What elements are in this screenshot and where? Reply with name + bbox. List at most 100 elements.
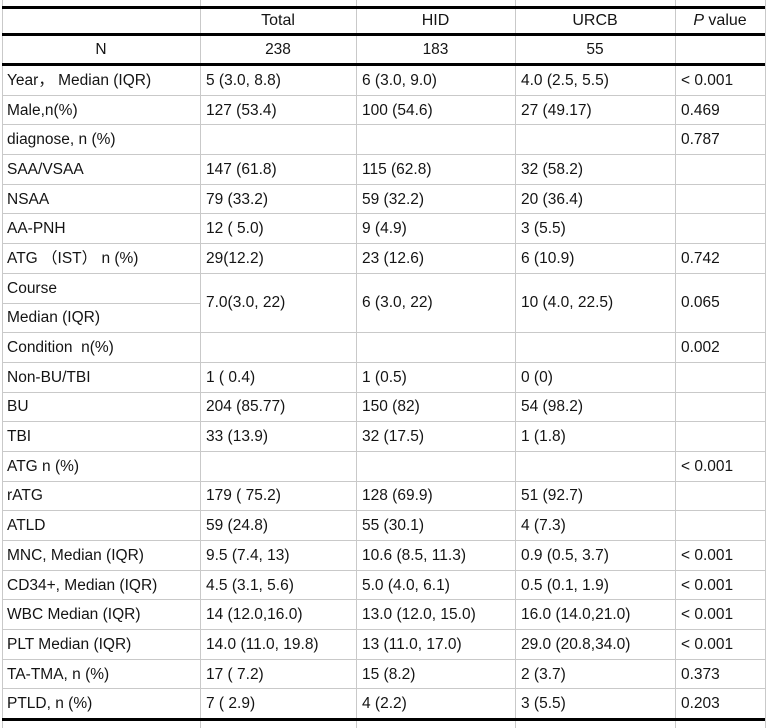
row-label-cell: N xyxy=(2,34,200,66)
header-urcb: URCB xyxy=(515,7,675,36)
total-cell: 1 ( 0.4) xyxy=(200,362,356,393)
row-label-cell: CD34+, Median (IQR) xyxy=(2,570,200,601)
row-label-cell: MNC, Median (IQR) xyxy=(2,540,200,571)
p-value-cell xyxy=(675,421,765,452)
hid-cell: 128 (69.9) xyxy=(356,481,515,512)
p-value-italic-p: P xyxy=(693,12,704,30)
urcb-cell: 16.0 (14.0,21.0) xyxy=(515,599,675,631)
p-value-cell xyxy=(675,154,765,185)
header-hid: HID xyxy=(356,7,515,36)
urcb-cell: 27 (49.17) xyxy=(515,95,675,126)
table-row: SAA/VSAA 147 (61.8) 115 (62.8) 32 (58.2) xyxy=(2,154,765,185)
row-label-cell: Condition n(%) xyxy=(2,332,200,363)
table-row: ATG n (%) < 0.001 xyxy=(2,451,765,482)
header-blank-cell xyxy=(2,7,200,36)
table-row-course: Course 7.0(3.0, 22) 6 (3.0, 22) 10 (4.0,… xyxy=(2,273,765,334)
total-cell: 238 xyxy=(200,34,356,66)
table-row: diagnose, n (%) 0.787 xyxy=(2,124,765,156)
total-cell: 4.5 (3.1, 5.6) xyxy=(200,570,356,601)
hid-cell: 9 (4.9) xyxy=(356,213,515,245)
p-value-cell: < 0.001 xyxy=(675,629,765,660)
urcb-cell: 1 (1.8) xyxy=(515,421,675,452)
row-label-cell: ATLD xyxy=(2,510,200,541)
total-cell: 33 (13.9) xyxy=(200,421,356,452)
p-value-cell xyxy=(675,362,765,393)
row-label-cell: PTLD, n (%) xyxy=(2,688,200,721)
table-row: PTLD, n (%) 7 ( 2.9) 4 (2.2) 3 (5.5) 0.2… xyxy=(2,688,765,721)
urcb-cell: 10 (4.0, 22.5) xyxy=(515,273,675,334)
hid-cell: 150 (82) xyxy=(356,392,515,423)
p-value-cell: 0.373 xyxy=(675,659,765,690)
table-row: ATG （IST） n (%) 29(12.2) 23 (12.6) 6 (10… xyxy=(2,243,765,274)
total-cell: 179 ( 75.2) xyxy=(200,481,356,512)
table-row: BU 204 (85.77) 150 (82) 54 (98.2) xyxy=(2,392,765,423)
row-label-cell: Course xyxy=(2,273,200,304)
hid-cell xyxy=(356,332,515,363)
row-label-cell: Male,n(%) xyxy=(2,95,200,126)
table-row: Condition n(%) 0.002 xyxy=(2,332,765,363)
p-value-cell xyxy=(675,392,765,423)
urcb-cell: 0.5 (0.1, 1.9) xyxy=(515,570,675,601)
row-label-cell: Non-BU/TBI xyxy=(2,362,200,393)
p-value-cell: < 0.001 xyxy=(675,451,765,482)
gridline-vertical xyxy=(765,0,766,728)
hid-cell: 6 (3.0, 22) xyxy=(356,273,515,334)
total-cell: 79 (33.2) xyxy=(200,184,356,215)
total-cell: 5 (3.0, 8.8) xyxy=(200,64,356,96)
urcb-cell: 4.0 (2.5, 5.5) xyxy=(515,64,675,96)
total-cell: 127 (53.4) xyxy=(200,95,356,126)
total-cell: 12 ( 5.0) xyxy=(200,213,356,245)
p-value-cell: < 0.001 xyxy=(675,540,765,571)
total-cell: 204 (85.77) xyxy=(200,392,356,423)
urcb-cell: 20 (36.4) xyxy=(515,184,675,215)
row-label-cell: PLT Median (IQR) xyxy=(2,629,200,660)
hid-cell: 6 (3.0, 9.0) xyxy=(356,64,515,96)
table-row: rATG 179 ( 75.2) 128 (69.9) 51 (92.7) xyxy=(2,481,765,512)
total-cell xyxy=(200,332,356,363)
table-row: WBC Median (IQR) 14 (12.0,16.0) 13.0 (12… xyxy=(2,599,765,631)
hid-cell xyxy=(356,124,515,156)
row-label-cell: Year， Median (IQR) xyxy=(2,64,200,96)
header-p-value: P value xyxy=(675,7,765,36)
total-cell: 147 (61.8) xyxy=(200,154,356,185)
p-value-cell xyxy=(675,213,765,245)
row-label-cell: BU xyxy=(2,392,200,423)
table-row: PLT Median (IQR) 14.0 (11.0, 19.8) 13 (1… xyxy=(2,629,765,660)
table-row: ATLD 59 (24.8) 55 (30.1) 4 (7.3) xyxy=(2,510,765,541)
hid-cell: 183 xyxy=(356,34,515,66)
row-label-cell: Median (IQR) xyxy=(2,303,200,334)
urcb-cell: 0 (0) xyxy=(515,362,675,393)
urcb-cell: 2 (3.7) xyxy=(515,659,675,690)
total-cell: 14 (12.0,16.0) xyxy=(200,599,356,631)
table-row-median-iqr: Median (IQR) xyxy=(2,303,765,334)
urcb-cell xyxy=(515,451,675,482)
table-row: Non-BU/TBI 1 ( 0.4) 1 (0.5) 0 (0) xyxy=(2,362,765,393)
hid-cell: 5.0 (4.0, 6.1) xyxy=(356,570,515,601)
p-value-cell: 0.787 xyxy=(675,124,765,156)
row-label-cell: TBI xyxy=(2,421,200,452)
hid-cell: 100 (54.6) xyxy=(356,95,515,126)
urcb-cell: 54 (98.2) xyxy=(515,392,675,423)
total-cell: 29(12.2) xyxy=(200,243,356,274)
hid-cell: 15 (8.2) xyxy=(356,659,515,690)
total-cell: 7 ( 2.9) xyxy=(200,688,356,721)
p-value-cell: < 0.001 xyxy=(675,599,765,631)
hid-cell: 4 (2.2) xyxy=(356,688,515,721)
n-row: N 238 183 55 xyxy=(2,34,765,66)
p-value-cell: 0.065 xyxy=(675,273,765,334)
urcb-cell xyxy=(515,124,675,156)
urcb-cell: 55 xyxy=(515,34,675,66)
hid-cell xyxy=(356,451,515,482)
urcb-cell: 0.9 (0.5, 3.7) xyxy=(515,540,675,571)
table-row: Male,n(%) 127 (53.4) 100 (54.6) 27 (49.1… xyxy=(2,95,765,126)
p-value-cell: < 0.001 xyxy=(675,570,765,601)
table-row: MNC, Median (IQR) 9.5 (7.4, 13) 10.6 (8.… xyxy=(2,540,765,571)
p-value-cell xyxy=(675,510,765,541)
header-total: Total xyxy=(200,7,356,36)
baseline-characteristics-table: Total HID URCB P value N 238 183 55 Year… xyxy=(2,6,765,722)
p-value-cell xyxy=(675,34,765,66)
urcb-cell xyxy=(515,332,675,363)
p-value-cell: 0.002 xyxy=(675,332,765,363)
row-label-cell: ATG n (%) xyxy=(2,451,200,482)
